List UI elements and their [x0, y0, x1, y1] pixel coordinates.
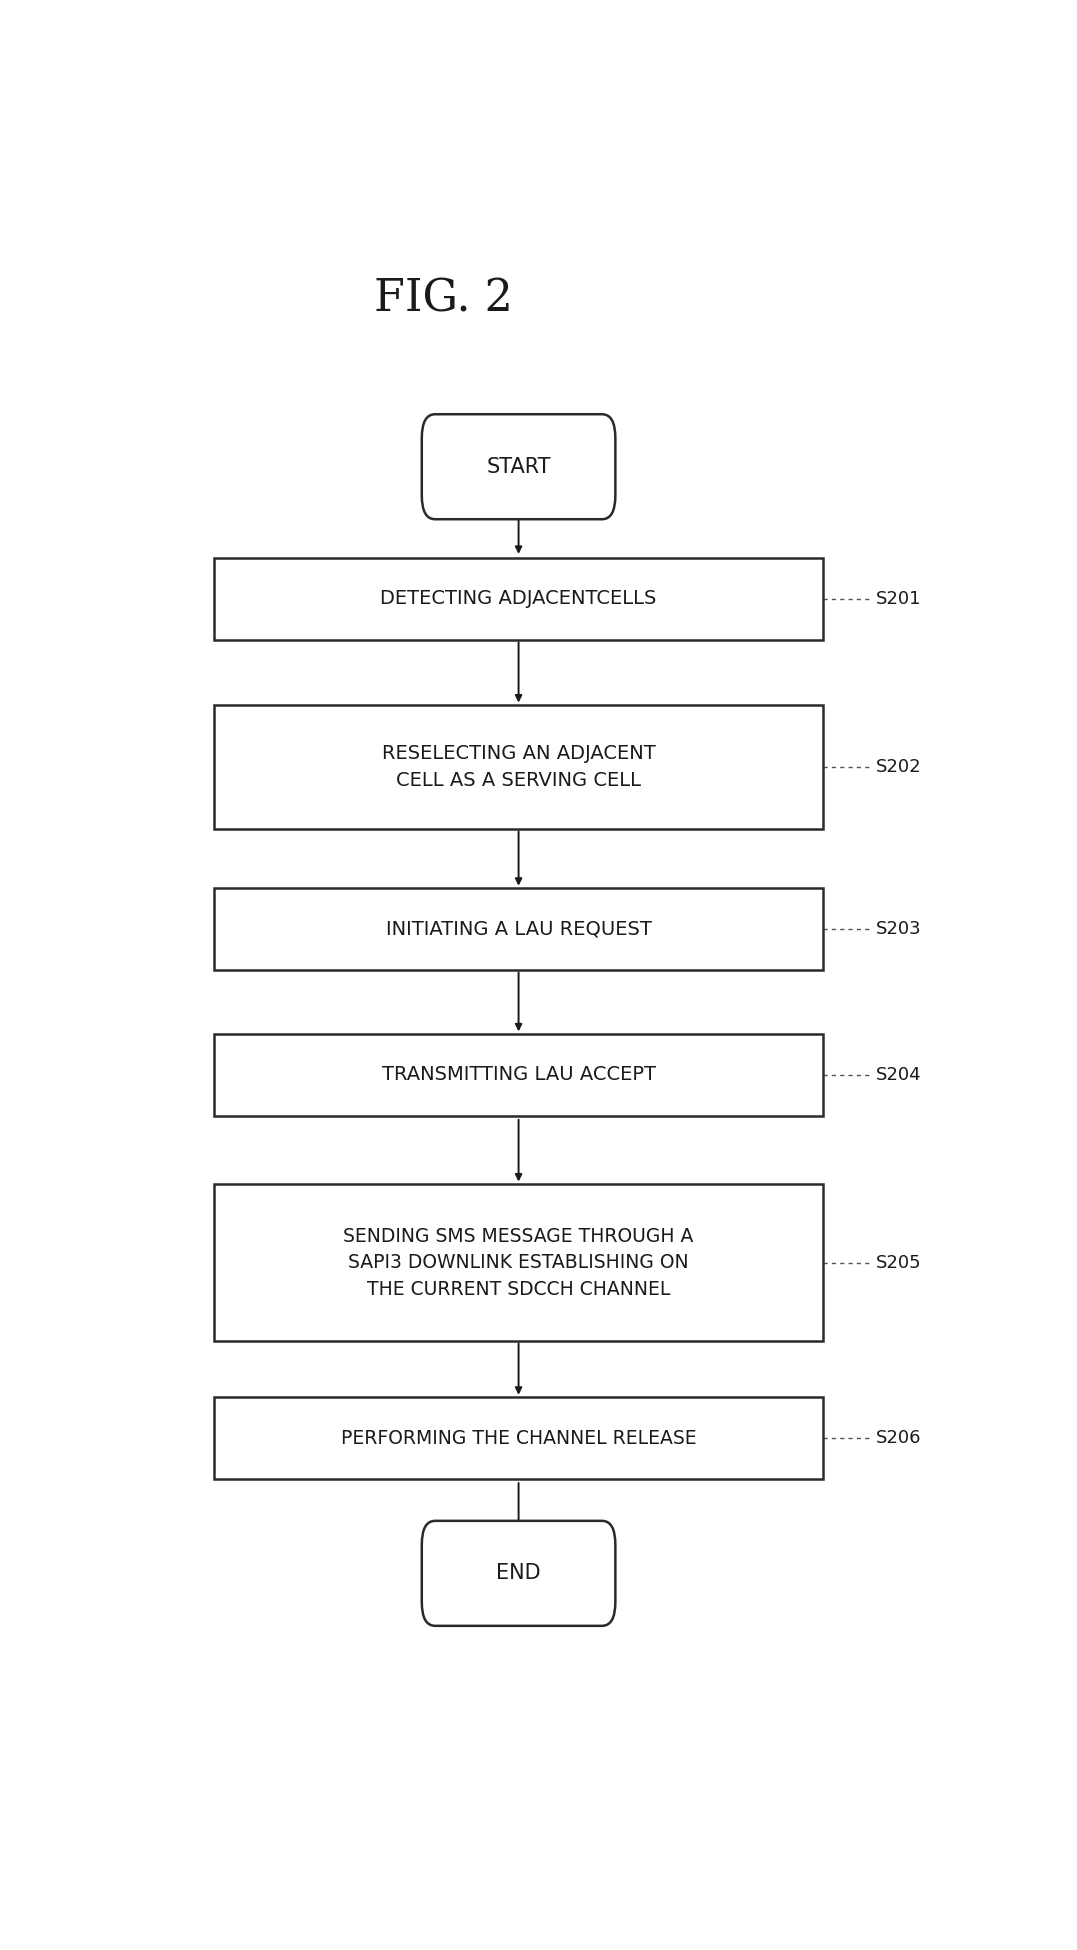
FancyBboxPatch shape — [214, 1396, 823, 1480]
FancyBboxPatch shape — [214, 1184, 823, 1342]
Text: START: START — [487, 456, 550, 476]
FancyBboxPatch shape — [214, 706, 823, 829]
Text: TRANSMITTING LAU ACCEPT: TRANSMITTING LAU ACCEPT — [381, 1065, 656, 1084]
Text: END: END — [496, 1564, 541, 1583]
Text: S206: S206 — [876, 1429, 921, 1447]
Text: S205: S205 — [876, 1254, 922, 1271]
Text: PERFORMING THE CHANNEL RELEASE: PERFORMING THE CHANNEL RELEASE — [340, 1429, 697, 1447]
FancyBboxPatch shape — [422, 1521, 615, 1626]
Text: S203: S203 — [876, 920, 922, 938]
FancyBboxPatch shape — [422, 413, 615, 519]
FancyBboxPatch shape — [214, 558, 823, 640]
FancyBboxPatch shape — [214, 887, 823, 971]
Text: SENDING SMS MESSAGE THROUGH A
SAPI3 DOWNLINK ESTABLISHING ON
THE CURRENT SDCCH C: SENDING SMS MESSAGE THROUGH A SAPI3 DOWN… — [344, 1227, 694, 1299]
Text: FIG. 2: FIG. 2 — [374, 277, 513, 320]
Text: S202: S202 — [876, 759, 922, 776]
Text: INITIATING A LAU REQUEST: INITIATING A LAU REQUEST — [386, 920, 652, 938]
Text: S201: S201 — [876, 589, 921, 608]
Text: S204: S204 — [876, 1067, 922, 1084]
Text: RESELECTING AN ADJACENT
CELL AS A SERVING CELL: RESELECTING AN ADJACENT CELL AS A SERVIN… — [381, 745, 656, 790]
FancyBboxPatch shape — [214, 1034, 823, 1115]
Text: DETECTING ADJACENTCELLS: DETECTING ADJACENTCELLS — [380, 589, 657, 608]
